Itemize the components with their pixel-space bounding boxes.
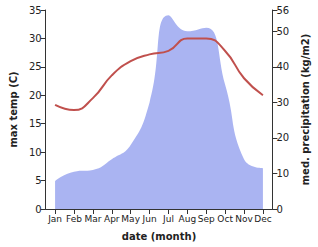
svg-text:15: 15 (29, 118, 42, 129)
svg-text:Jul: Jul (162, 214, 174, 224)
svg-text:date (month): date (month) (122, 231, 196, 242)
svg-text:20: 20 (29, 90, 42, 101)
svg-text:35: 35 (29, 5, 42, 16)
svg-text:med. precipitation (kg/m2): med. precipitation (kg/m2) (300, 34, 311, 186)
svg-text:10: 10 (29, 147, 42, 158)
svg-text:50: 50 (276, 26, 289, 37)
svg-text:5: 5 (35, 175, 41, 186)
svg-text:May: May (121, 214, 140, 224)
svg-text:Aug: Aug (179, 214, 197, 224)
svg-text:Jan: Jan (47, 214, 62, 224)
svg-text:56: 56 (276, 5, 289, 16)
svg-text:Jun: Jun (142, 214, 157, 224)
svg-text:0: 0 (276, 204, 282, 215)
svg-text:0: 0 (35, 204, 41, 215)
svg-text:Sep: Sep (198, 214, 215, 224)
svg-text:30: 30 (29, 33, 42, 44)
svg-text:30: 30 (276, 97, 289, 108)
svg-text:40: 40 (276, 61, 289, 72)
svg-text:25: 25 (29, 61, 42, 72)
svg-text:Dec: Dec (254, 214, 271, 224)
svg-text:Mar: Mar (84, 214, 101, 224)
svg-text:Oct: Oct (217, 214, 233, 224)
svg-text:Apr: Apr (104, 214, 120, 224)
svg-text:10: 10 (276, 168, 289, 179)
svg-text:Feb: Feb (66, 214, 82, 224)
svg-text:max temp (C): max temp (C) (8, 71, 19, 147)
svg-text:Nov: Nov (235, 214, 253, 224)
svg-text:20: 20 (276, 132, 289, 143)
